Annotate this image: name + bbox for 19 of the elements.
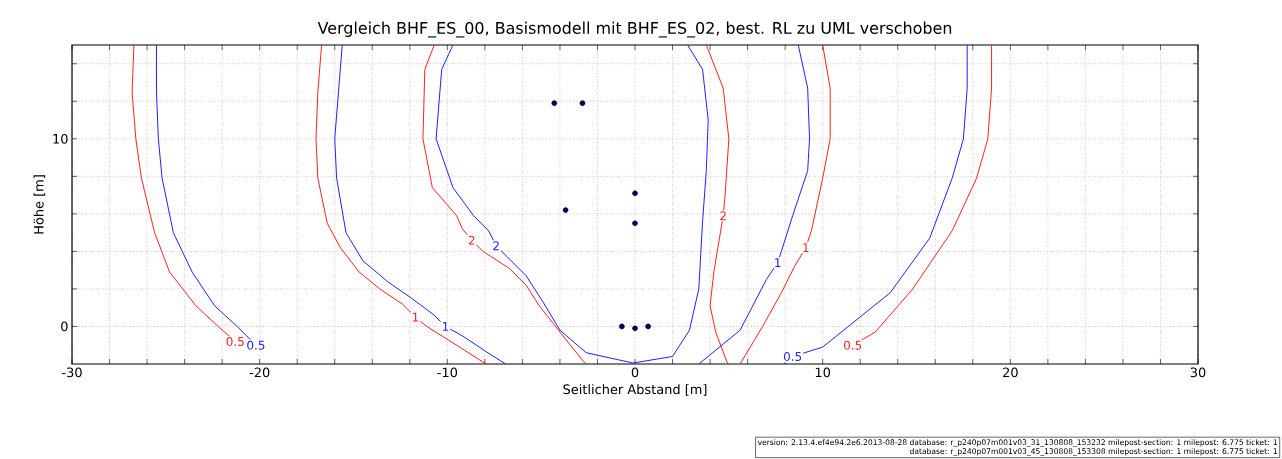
series-label: 0.5 [247,340,265,350]
series-label: 1 [775,258,781,268]
x-tick-label: 20 [1003,367,1018,378]
series-label: 2 [720,211,726,221]
series-label: 0.5 [226,336,244,346]
x-tick-label: -10 [437,367,458,378]
x-tick-label: 30 [1190,367,1206,378]
series-label: 2 [493,241,499,251]
series-label: 1 [412,312,419,322]
y-axis-title: Höhe [m] [33,175,46,234]
series-label: 1 [803,243,809,252]
x-tick-label: 0 [631,367,639,378]
x-tick-label: 10 [815,367,831,378]
x-tick-label: -30 [62,367,82,378]
series-label: 2 [468,235,475,245]
chart-title: Vergleich BHF_ES_00, Basismodell mit BHF_ES_02, best. RL zu UML verschoben [317,21,952,38]
x-tick-label: -20 [249,367,270,378]
x-axis-title: Seitlicher Abstand [m] [563,384,707,396]
series-label: 1 [442,322,449,331]
